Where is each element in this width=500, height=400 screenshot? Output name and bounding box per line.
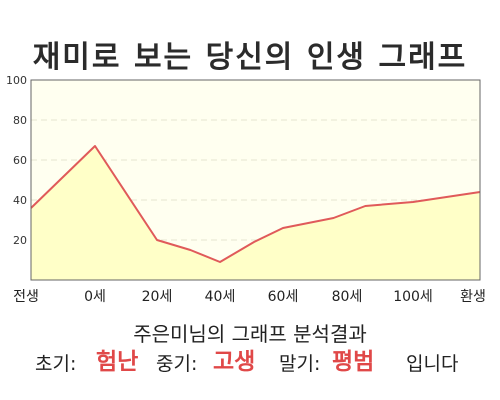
series-line [30, 145, 481, 263]
x-axis-ticks: 전생 0세 20세 40세 60세 80세 100세 환생 [13, 289, 486, 305]
chart-title: 재미로 보는 당신의 인생 그래프 [32, 40, 468, 75]
middle-value: 고생 [213, 349, 256, 375]
y-tick-label: 20 [13, 234, 27, 247]
late-value: 평범 [332, 349, 375, 375]
x-tick-label: 60세 [268, 289, 299, 305]
plot-border [30, 79, 481, 281]
x-tick-label: 80세 [332, 289, 363, 305]
y-axis-ticks: 20 40 60 80 100 [6, 74, 27, 247]
late-label: 말기: [279, 353, 321, 375]
ending-text: 입니다 [406, 353, 459, 375]
y-tick-label: 40 [13, 194, 27, 207]
early-value: 험난 [96, 349, 139, 375]
analysis-summary: 주은미님의 그래프 분석결과 [133, 322, 367, 346]
x-tick-label: 40세 [205, 289, 236, 305]
x-tick-label: 100세 [393, 289, 433, 305]
y-tick-label: 60 [13, 154, 27, 167]
early-label: 초기: [35, 353, 77, 375]
x-tick-label: 전생 [13, 289, 39, 305]
middle-label: 중기: [156, 353, 198, 375]
y-tick-label: 80 [13, 114, 27, 127]
x-tick-label: 20세 [142, 289, 173, 305]
x-tick-label: 0세 [84, 289, 106, 305]
area-fill [31, 146, 480, 280]
x-tick-label: 환생 [460, 289, 486, 305]
analysis-result: 초기: 험난 중기: 고생 말기: 평범 입니다 [0, 346, 500, 382]
y-tick-label: 100 [6, 74, 27, 87]
